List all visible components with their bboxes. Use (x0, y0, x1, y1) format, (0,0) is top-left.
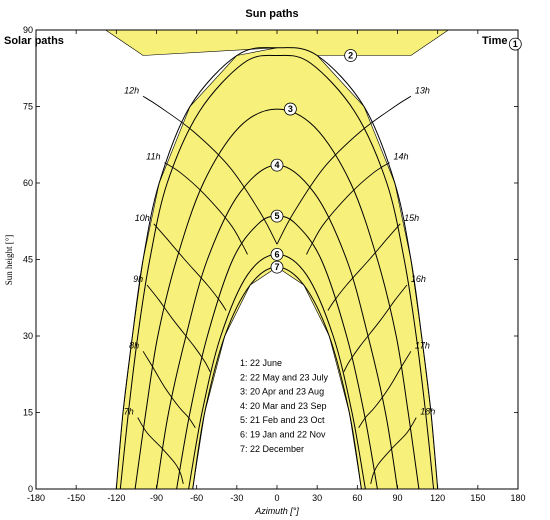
hour-curve-11h (164, 162, 248, 255)
hour-curve-10h (153, 223, 227, 311)
series-marker-label-3: 3 (288, 104, 293, 114)
y-tick-label: 60 (23, 178, 33, 188)
y-tick-label: 75 (23, 102, 33, 112)
y-tick-label: 30 (23, 331, 33, 341)
series-marker-label-4: 4 (274, 160, 279, 170)
chart-title: Sun paths (245, 8, 298, 20)
series-marker-label-5: 5 (274, 211, 279, 221)
legend-entry: 6: 19 Jan and 22 Nov (240, 430, 326, 440)
sun-path-line-3 (134, 108, 420, 489)
hour-curve-9h (146, 284, 211, 372)
x-tick-label: -150 (67, 493, 85, 503)
y-tick-label: 15 (23, 408, 33, 418)
x-tick-label: -180 (27, 493, 45, 503)
x-tick-label: 0 (274, 493, 279, 503)
series-marker-7 (270, 260, 284, 274)
hour-curve-18h (370, 417, 417, 485)
x-tick-label: 90 (392, 493, 402, 503)
x-tick-label: 180 (510, 493, 525, 503)
hour-label-8h: 8h (129, 340, 139, 350)
x-tick-label: 60 (352, 493, 362, 503)
hour-curve-8h (142, 351, 196, 429)
hour-label-15h: 15h (404, 213, 419, 223)
y-tick-label: 90 (23, 25, 33, 35)
hour-label-16h: 16h (411, 274, 426, 284)
hour-curve-13h (276, 95, 412, 245)
hour-curves (137, 95, 417, 485)
series-marker-label-7: 7 (274, 262, 279, 272)
hour-curve-14h (306, 162, 390, 255)
sun-path-line-2 (119, 54, 435, 489)
overlay-label-solar-paths: Solar paths (4, 35, 64, 47)
series-marker-3 (283, 102, 297, 116)
series-marker-label-1: 1 (513, 39, 518, 49)
series-marker-6 (270, 247, 284, 261)
hour-curve-12h (142, 95, 278, 245)
legend-entry: 3: 20 Apr and 23 Aug (240, 387, 324, 397)
legend-entry: 7: 22 December (240, 444, 304, 454)
series-marker-1 (508, 37, 522, 51)
hour-curve-15h (327, 223, 401, 311)
hour-label-11h: 11h (146, 152, 160, 162)
y-tick-label: 45 (23, 255, 33, 265)
legend-entry: 4: 20 Mar and 23 Sep (240, 401, 327, 411)
y-axis-label: Sun height [°] (4, 235, 14, 286)
hour-curve-7h (137, 417, 184, 485)
axis-ticks: -180 -150 -120 -90 -60 -30 0 30 60 90 120 150 180015… (23, 25, 526, 503)
x-tick-label: -120 (107, 493, 125, 503)
hour-label-14h: 14h (393, 152, 408, 162)
hour-curve-17h (358, 351, 412, 429)
hour-label-18h: 18h (420, 407, 435, 417)
series-marker-2 (344, 49, 358, 62)
x-tick-label: -60 (190, 493, 203, 503)
legend-entry: 1: 22 June (240, 358, 282, 368)
x-tick-label: 30 (312, 493, 322, 503)
overlay-label-time: Time (482, 35, 507, 47)
x-axis-label: Azimuth [°] (254, 506, 299, 516)
hour-label-7h: 7h (124, 407, 134, 417)
series-marker-5 (270, 209, 284, 223)
hour-label-17h: 17h (415, 340, 430, 350)
legend-entry: 2: 22 May and 23 July (240, 372, 329, 382)
sun-path-line-1 (115, 47, 439, 489)
x-tick-label: 150 (470, 493, 485, 503)
legend-entry: 5: 21 Feb and 23 Oct (240, 415, 325, 425)
y-tick-label: 0 (28, 484, 33, 494)
series-marker-label-6: 6 (274, 249, 279, 259)
x-tick-label: -30 (230, 493, 243, 503)
hour-label-12h: 12h (124, 85, 139, 95)
series-marker-4 (270, 158, 284, 172)
x-tick-label: 120 (430, 493, 445, 503)
hour-label-13h: 13h (415, 85, 430, 95)
x-tick-label: -90 (150, 493, 163, 503)
series-marker-label-2: 2 (348, 51, 353, 61)
hour-label-9h: 9h (133, 274, 143, 284)
hour-curve-16h (343, 284, 408, 372)
legend: 1: 22 June 2: 22 May and 23 July 3: 20 Apr… (240, 358, 329, 454)
hour-label-10h: 10h (135, 213, 150, 223)
